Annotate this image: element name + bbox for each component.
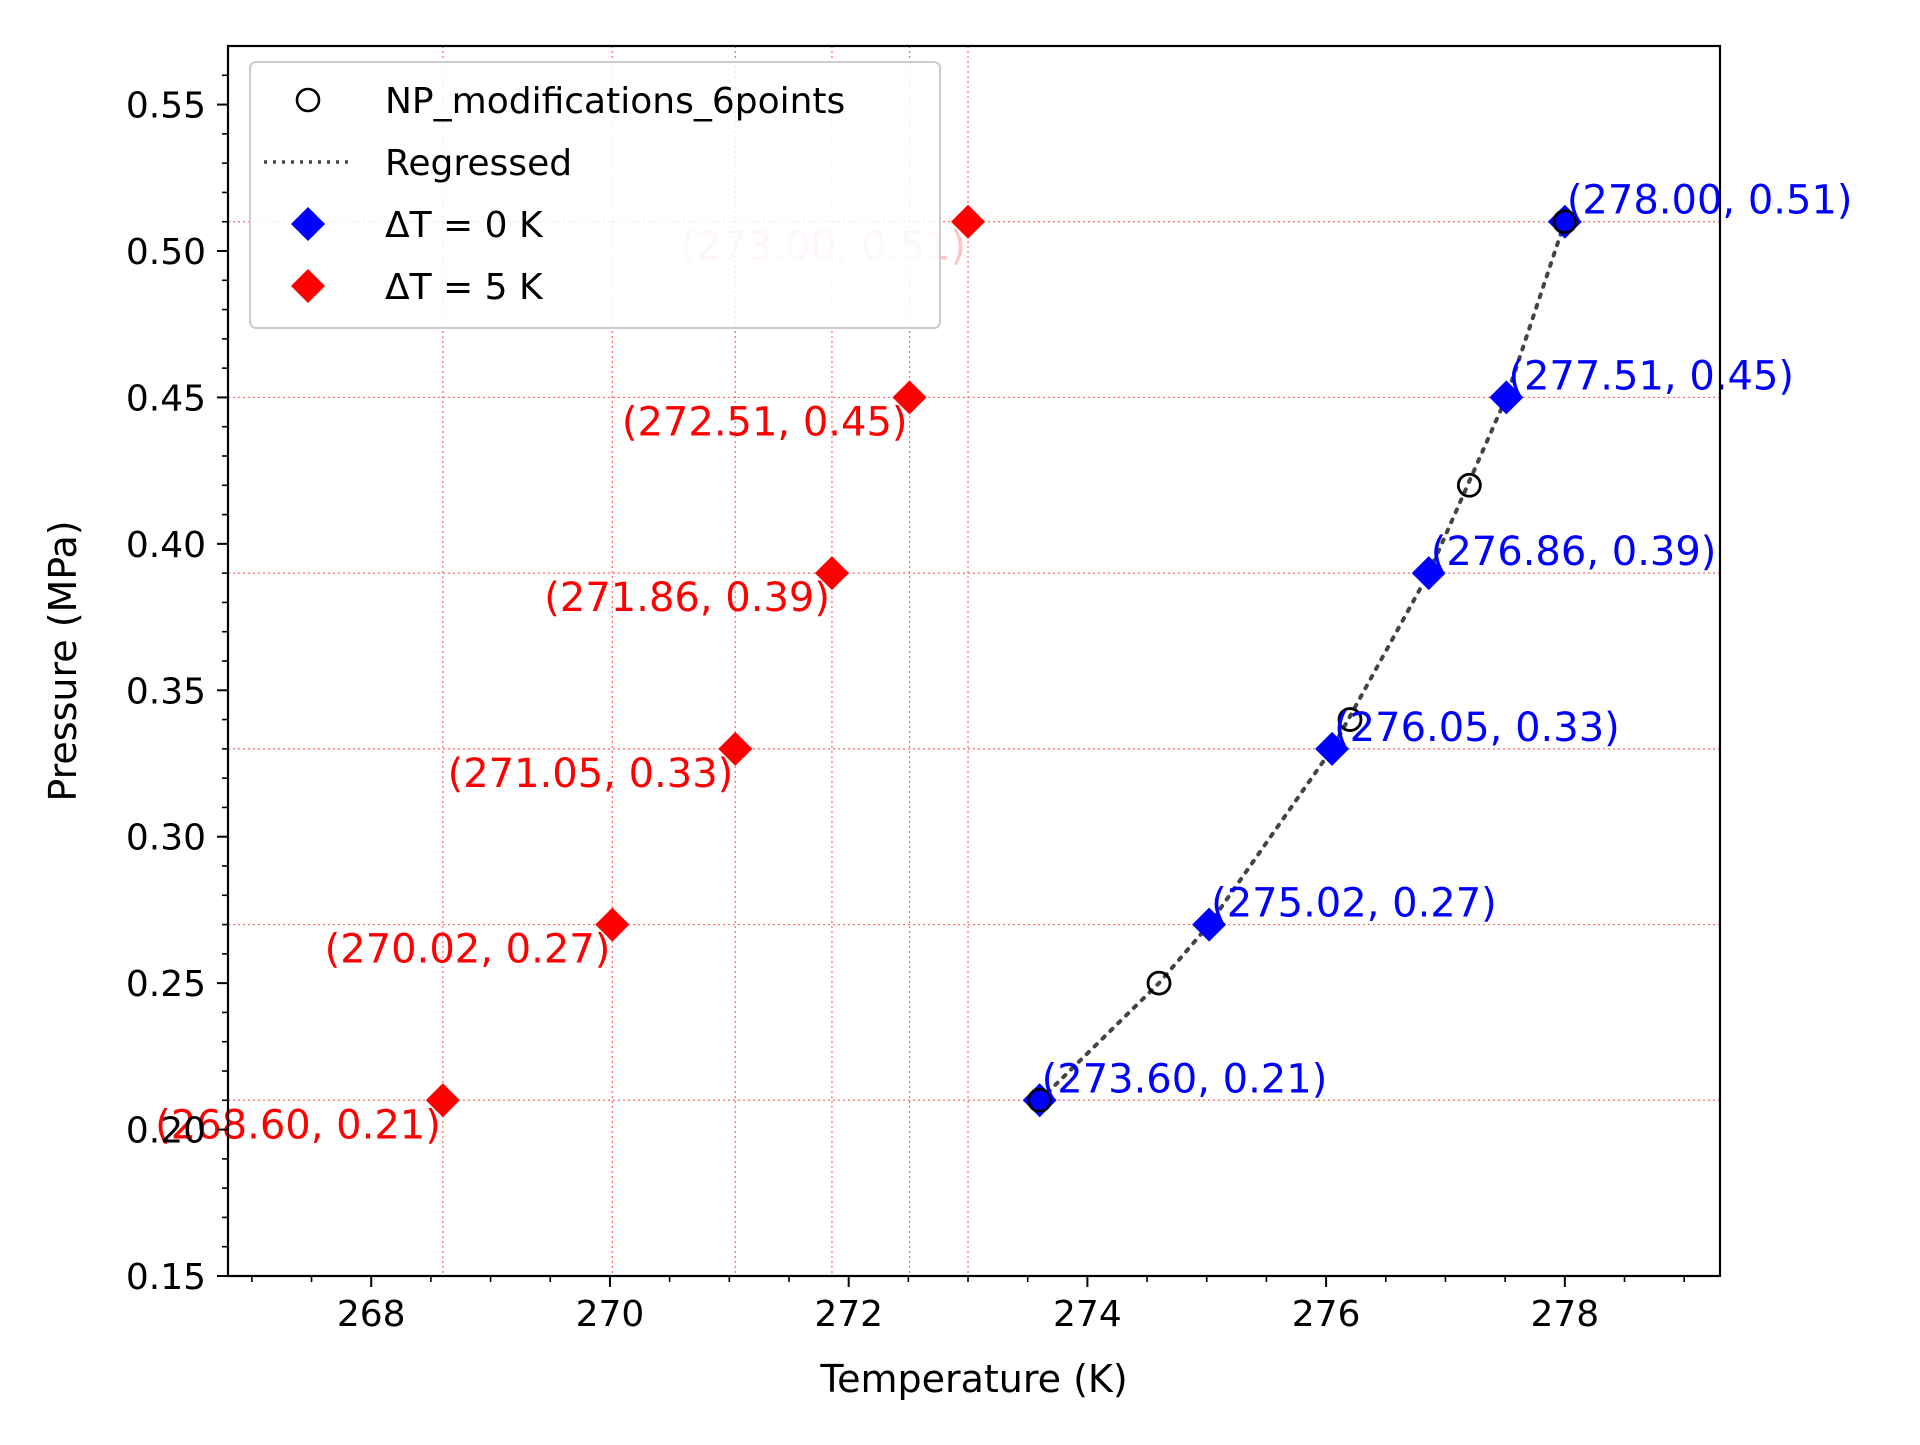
x-tick-label: 270 <box>576 1294 645 1335</box>
y-tick-label: 0.30 <box>126 818 206 859</box>
legend-label-np: NP_modifications_6points <box>385 81 845 122</box>
data-labels: (273.60, 0.21) (275.02, 0.27) (276.05, 0.3… <box>155 178 1852 1149</box>
x-tick-label: 278 <box>1530 1294 1599 1335</box>
legend: NP_modifications_6points Regressed ΔT = … <box>249 61 941 329</box>
x-tick-label: 276 <box>1292 1294 1361 1335</box>
dt5-data-label: (272.51, 0.45) <box>622 399 908 445</box>
dt5-point <box>951 204 986 239</box>
legend-label-dt0: ΔT = 0 K <box>385 205 544 246</box>
np-point <box>1552 209 1578 235</box>
dt0-data-label: (273.60, 0.21) <box>1042 1056 1328 1102</box>
legend-box <box>249 61 941 329</box>
dt0-data-label: (278.00, 0.51) <box>1567 178 1853 224</box>
legend-label-regressed: Regressed <box>385 143 572 184</box>
y-tick-label: 0.40 <box>126 525 206 566</box>
dt0-point <box>1315 731 1350 766</box>
y-tick-label: 0.35 <box>126 671 206 712</box>
y-tick-label: 0.50 <box>126 232 206 273</box>
dt5-data-label: (270.02, 0.27) <box>325 927 611 973</box>
y-tick-label: 0.20 <box>126 1111 206 1152</box>
y-tick-label: 0.25 <box>126 964 206 1005</box>
x-tick-label: 272 <box>814 1294 883 1335</box>
dt0-data-label: (277.51, 0.45) <box>1508 353 1794 399</box>
y-tick-label: 0.15 <box>126 1257 206 1298</box>
y-axis-title: Pressure (MPa) <box>41 520 85 801</box>
legend-marker-np <box>295 87 321 113</box>
x-tick-label: 268 <box>337 1294 406 1335</box>
y-tick-label: 0.45 <box>126 378 206 419</box>
legend-label-dt5: ΔT = 5 K <box>385 267 544 308</box>
dt0-point <box>1192 907 1227 942</box>
dt0-data-label: (276.05, 0.33) <box>1334 705 1620 751</box>
dt5-point <box>718 731 753 766</box>
dt0-point <box>1411 556 1446 591</box>
np-series <box>1027 209 1578 1113</box>
dt5-point <box>892 380 927 415</box>
dt0-data-label: (276.86, 0.39) <box>1431 529 1717 575</box>
x-tick-label: 274 <box>1053 1294 1122 1335</box>
np-point <box>1456 472 1482 498</box>
dt5-point <box>425 1083 460 1118</box>
np-point <box>1337 707 1363 732</box>
legend-marker-dt5 <box>291 269 325 303</box>
np-point <box>1027 1087 1053 1113</box>
y-tick-label: 0.55 <box>126 86 206 127</box>
axis-ticks: 268 270 272 274 276 278 0.15 0.20 0.25 0.30 0.35 0.… <box>126 74 1685 1335</box>
dt5-series <box>425 204 986 1118</box>
dt0-point <box>1489 380 1524 415</box>
dt5-point <box>814 556 849 591</box>
np-point <box>1146 970 1172 996</box>
dt5-point <box>595 907 630 942</box>
dt0-data-label: (275.02, 0.27) <box>1211 881 1497 927</box>
x-axis-title: Temperature (K) <box>819 1357 1127 1401</box>
dt5-data-label: (271.86, 0.39) <box>544 575 830 621</box>
dt5-data-label: (271.05, 0.33) <box>448 751 734 797</box>
legend-marker-dt0 <box>291 207 325 241</box>
dt5-data-label: (268.60, 0.21) <box>155 1102 441 1148</box>
